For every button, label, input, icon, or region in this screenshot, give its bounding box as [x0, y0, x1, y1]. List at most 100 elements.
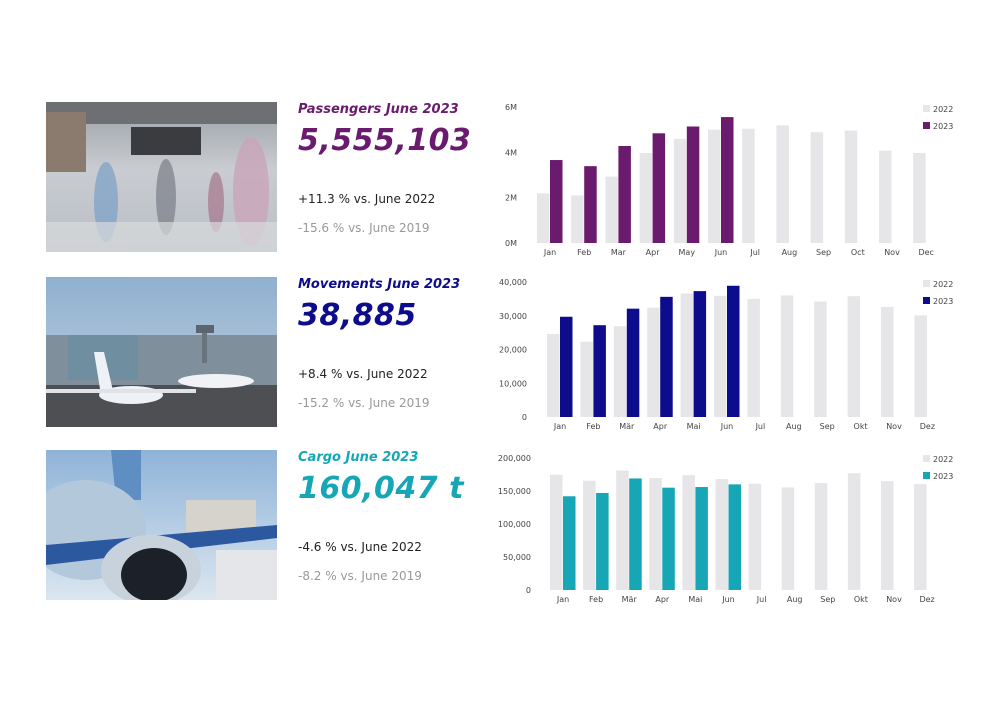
- aircraft-apron-tower-photo: [46, 277, 277, 427]
- bar-2022-Aug: [781, 487, 795, 590]
- movements-vs-2022: +8.4 % vs. June 2022: [298, 367, 428, 381]
- x-tick-label: Sep: [816, 248, 831, 257]
- y-tick-label: 150,000: [498, 487, 531, 496]
- legend-swatch-2022: [923, 105, 930, 112]
- x-tick-label: May: [679, 248, 696, 257]
- x-tick-label: Mär: [619, 422, 635, 431]
- x-tick-label: Mai: [688, 595, 702, 604]
- y-tick-label: 6M: [505, 103, 517, 112]
- x-tick-label: Jan: [556, 595, 569, 604]
- cargo-title: Cargo June 2023: [298, 450, 419, 465]
- bar-2023-Jan: [563, 496, 576, 590]
- x-tick-label: Oct: [851, 248, 865, 257]
- bar-2023-Feb: [593, 325, 606, 417]
- bar-2022-Okt: [847, 296, 861, 417]
- passengers-vs-2019: -15.6 % vs. June 2019: [298, 221, 430, 235]
- legend-label-2022: 2022: [933, 105, 953, 114]
- bar-2023-Mai: [693, 291, 707, 417]
- bar-2022-Aug: [776, 125, 789, 243]
- x-tick-label: Feb: [589, 595, 603, 604]
- bar-2022-Sep: [814, 301, 827, 417]
- x-tick-label: Nov: [886, 595, 902, 604]
- bar-2023-Apr: [662, 487, 675, 590]
- bar-2022-Nov: [881, 481, 894, 590]
- legend-swatch-2022: [923, 280, 930, 287]
- bar-2022-Mai: [682, 475, 695, 590]
- bar-2023-Mär: [629, 478, 642, 590]
- y-tick-label: 30,000: [499, 312, 527, 321]
- cargo-kpi: Cargo June 2023 160,047 t -4.6 % vs. Jun…: [298, 450, 488, 583]
- bar-2022-Mar: [605, 176, 618, 243]
- bar-2022-May: [673, 138, 687, 243]
- bar-2022-Apr: [647, 307, 660, 417]
- passengers-vs-2022: +11.3 % vs. June 2022: [298, 192, 436, 206]
- x-tick-label: Apr: [653, 422, 668, 431]
- x-tick-label: Okt: [854, 422, 868, 431]
- bar-2023-Mai: [695, 487, 708, 590]
- y-tick-label: 10,000: [499, 379, 527, 388]
- cargo-value: 160,047 t: [298, 471, 464, 506]
- legend-swatch-2022: [923, 455, 930, 462]
- cargo-vs-2019: -8.2 % vs. June 2019: [298, 569, 422, 583]
- x-tick-label: Dez: [919, 595, 934, 604]
- bar-2022-Feb: [583, 480, 596, 590]
- bar-2022-Okt: [847, 473, 861, 590]
- x-tick-label: Apr: [655, 595, 670, 604]
- bar-2022-Jul: [747, 298, 760, 417]
- x-tick-label: Dez: [920, 422, 935, 431]
- x-tick-label: Jun: [720, 422, 734, 431]
- legend-label-2023: 2023: [933, 472, 953, 481]
- bar-2022-Jun: [715, 479, 728, 590]
- legend-label-2022: 2022: [933, 455, 953, 464]
- movements-kpi: Movements June 2023 38,885 +8.4 % vs. Ju…: [298, 277, 488, 410]
- y-tick-label: 0: [526, 586, 531, 595]
- x-tick-label: Jun: [714, 248, 728, 257]
- bar-2022-Sep: [810, 132, 824, 243]
- bar-2023-Feb: [584, 166, 597, 243]
- y-tick-label: 50,000: [503, 553, 531, 562]
- x-tick-label: Mär: [622, 595, 638, 604]
- y-tick-label: 40,000: [499, 278, 527, 287]
- bar-2022-Dec: [913, 153, 926, 243]
- bar-2023-Apr: [660, 296, 673, 417]
- bar-2022-Mai: [680, 293, 694, 417]
- y-tick-label: 20,000: [499, 346, 527, 355]
- bar-2023-Jun: [721, 117, 734, 243]
- bar-2022-Jun: [708, 129, 721, 243]
- bar-2022-Jan: [550, 474, 563, 590]
- x-tick-label: Jan: [543, 248, 556, 257]
- legend-swatch-2023: [923, 297, 930, 304]
- bar-2022-Jun: [714, 295, 727, 417]
- bar-2022-Oct: [844, 130, 858, 243]
- bar-2023-Apr: [652, 133, 666, 243]
- bar-2022-Apr: [649, 478, 662, 590]
- y-tick-label: 100,000: [498, 520, 531, 529]
- x-tick-label: Jul: [749, 248, 760, 257]
- x-tick-label: Feb: [577, 248, 591, 257]
- cargo-aircraft-loading-photo: [46, 450, 277, 600]
- legend-swatch-2023: [923, 472, 930, 479]
- x-tick-label: Okt: [854, 595, 868, 604]
- x-tick-label: Apr: [646, 248, 661, 257]
- bar-2022-Dez: [914, 315, 927, 417]
- bar-2022-Jul: [742, 128, 755, 243]
- legend-label-2022: 2022: [933, 280, 953, 289]
- airport-terminal-passengers-photo: [46, 102, 277, 252]
- bar-2022-Dez: [914, 484, 927, 590]
- x-tick-label: Aug: [786, 422, 802, 431]
- x-tick-label: Mai: [687, 422, 701, 431]
- x-tick-label: Jul: [756, 595, 767, 604]
- movements-title: Movements June 2023: [298, 277, 461, 292]
- bar-2022-Nov: [879, 150, 892, 243]
- x-tick-label: Feb: [586, 422, 600, 431]
- bar-2022-Feb: [580, 341, 593, 417]
- bar-2022-Feb: [571, 195, 584, 243]
- bar-2023-Jun: [727, 285, 740, 417]
- bar-2022-Mär: [616, 470, 629, 590]
- passengers-value: 5,555,103: [298, 123, 472, 158]
- legend-label-2023: 2023: [933, 297, 953, 306]
- y-tick-label: 2M: [505, 194, 517, 203]
- bar-2022-Jan: [547, 333, 560, 417]
- passengers-title: Passengers June 2023: [298, 102, 459, 117]
